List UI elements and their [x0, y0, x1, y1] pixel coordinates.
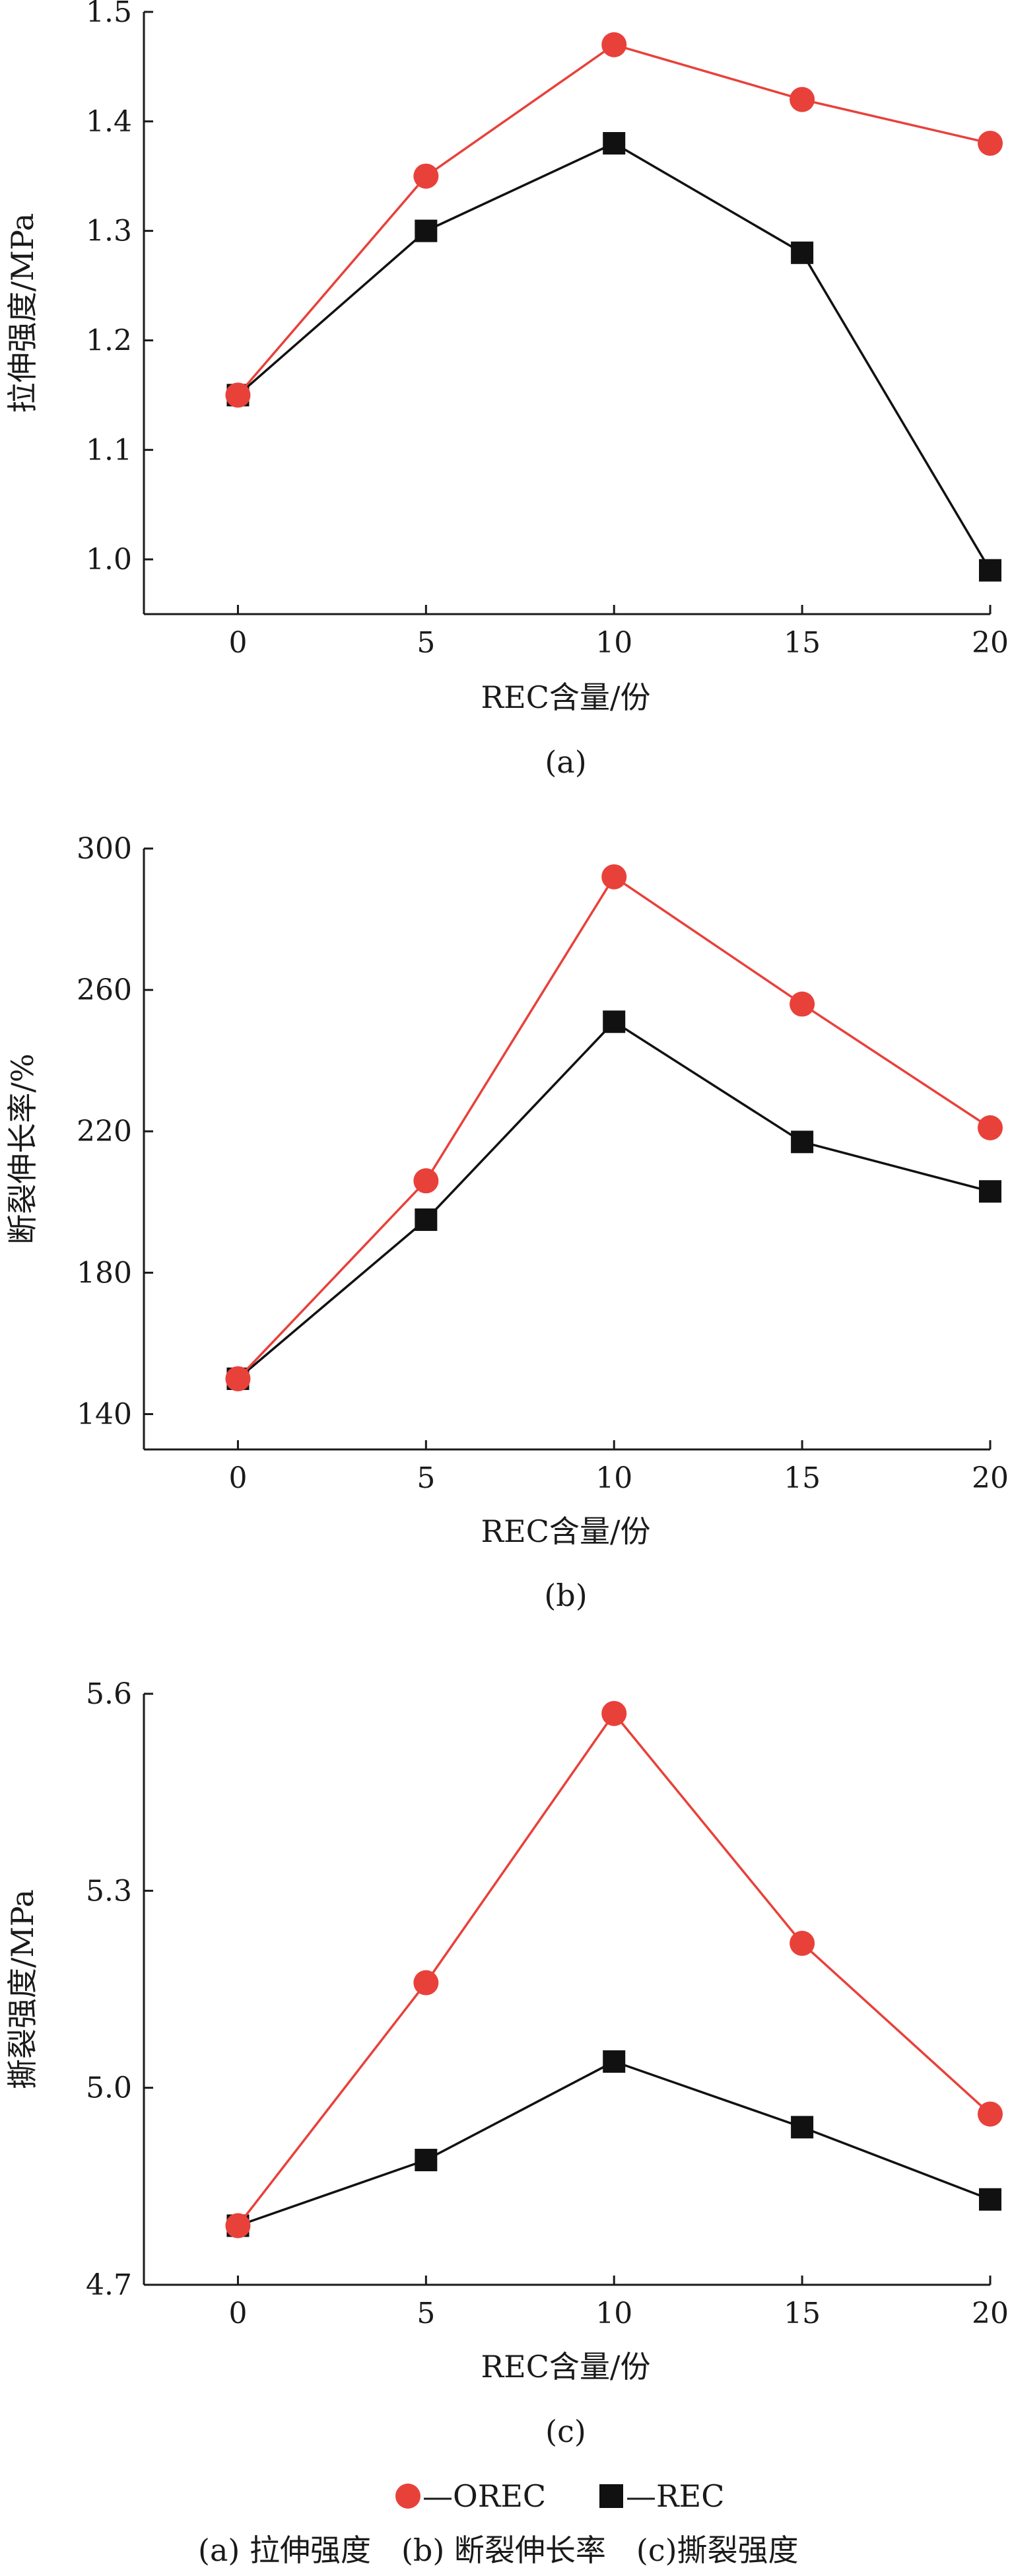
- x-tick-label: 0: [228, 2297, 247, 2330]
- data-point-orec: [601, 864, 627, 889]
- chart-panel-1: 1.0 1.1 1.2 1.3 1.4 1.5 0 5 10 15 20 REC含量/份 拉伸强度/MP…: [5, 0, 1009, 780]
- y-tick-label: 260: [77, 973, 132, 1007]
- x-tick-label: 5: [417, 2297, 435, 2330]
- x-axis-label: REC含量/份: [481, 2349, 651, 2385]
- y-tick-label: 140: [77, 1397, 132, 1431]
- y-axis-label: 断裂伸长率/%: [5, 1053, 40, 1244]
- series-line-orec: [237, 875, 991, 1380]
- y-axis-label: 撕裂强度/MPa: [5, 1889, 40, 2089]
- legend-rec-label: —REC: [626, 2478, 724, 2514]
- x-tick-label: 15: [784, 626, 821, 660]
- x-tick-label: 0: [228, 1461, 247, 1495]
- y-tick-label: 4.7: [86, 2268, 132, 2302]
- data-point-orec: [790, 87, 815, 112]
- data-point-orec: [413, 1970, 439, 1996]
- x-tick-label: 5: [417, 1461, 435, 1495]
- x-axis-label: REC含量/份: [481, 679, 651, 715]
- data-point-orec: [601, 32, 627, 57]
- figure-caption: (a) 拉伸强度 (b) 断裂伸长率 (c)撕裂强度: [198, 2532, 799, 2568]
- data-point-orec: [978, 1115, 1003, 1140]
- x-tick-label: 5: [417, 626, 435, 660]
- data-point-rec: [415, 219, 438, 242]
- data-point-orec: [225, 1366, 251, 1391]
- y-tick-label: 1.2: [86, 324, 132, 357]
- y-tick-label: 1.3: [86, 215, 132, 248]
- series-line-orec: [237, 43, 991, 396]
- data-point-orec: [225, 382, 251, 408]
- data-point-orec: [978, 2101, 1003, 2127]
- series-line-rec: [237, 2060, 991, 2227]
- x-tick-label: 15: [784, 1461, 821, 1495]
- x-tick-label: 10: [595, 626, 632, 660]
- chart-panels: 1.0 1.1 1.2 1.3 1.4 1.5 0 5 10 15 20 REC含量/份 拉伸强度/MP…: [5, 0, 1009, 2449]
- series-line-orec: [237, 1711, 992, 2227]
- data-point-rec: [791, 2116, 814, 2139]
- y-tick-label: 1.1: [86, 433, 132, 467]
- series-line-rec: [237, 1020, 991, 1380]
- x-tick-label: 20: [972, 626, 1009, 660]
- legend-orec-marker: [395, 2484, 421, 2509]
- y-tick-label: 5.0: [86, 2071, 132, 2105]
- x-tick-label: 20: [972, 1461, 1009, 1495]
- x-tick-label: 20: [972, 2297, 1009, 2330]
- chart-panel-2: 140 180 220 260 300 0 5 10 15 20 REC含量/份 断裂伸长率/% (b): [5, 832, 1009, 1613]
- data-point-rec: [603, 2050, 626, 2073]
- data-point-orec: [978, 130, 1003, 156]
- x-tick-label: 10: [595, 2297, 632, 2330]
- legend-rec-marker: [599, 2484, 623, 2508]
- panel-label: (c): [545, 2414, 586, 2449]
- x-tick-label: 0: [228, 626, 247, 660]
- y-tick-label: 5.6: [86, 1677, 132, 1711]
- data-point-rec: [979, 1180, 1001, 1203]
- x-tick-label: 10: [595, 1461, 632, 1495]
- data-point-rec: [603, 1010, 626, 1033]
- data-point-orec: [413, 1168, 439, 1194]
- y-tick-label: 220: [77, 1115, 132, 1148]
- data-point-orec: [225, 2213, 251, 2239]
- panel-label: (a): [545, 744, 586, 780]
- legend: —OREC —REC: [395, 2478, 724, 2514]
- data-point-rec: [979, 2188, 1001, 2211]
- data-point-rec: [415, 1208, 438, 1232]
- y-axis-label: 拉伸强度/MPa: [5, 213, 40, 413]
- data-point-orec: [790, 991, 815, 1017]
- y-tick-label: 300: [77, 832, 132, 866]
- y-tick-label: 1.5: [86, 0, 132, 29]
- y-tick-label: 5.3: [86, 1874, 132, 1908]
- legend-orec-label: —OREC: [422, 2478, 546, 2514]
- data-point-rec: [791, 241, 814, 264]
- data-point-rec: [603, 131, 626, 155]
- series-line-rec: [237, 142, 992, 571]
- data-point-rec: [979, 559, 1001, 582]
- data-point-rec: [791, 1131, 814, 1154]
- chart-panel-3: 4.7 5.0 5.3 5.6 0 5 10 15 20 REC含量/份 撕裂强度/MPa (c): [5, 1677, 1009, 2449]
- x-axis-label: REC含量/份: [481, 1514, 651, 1549]
- y-tick-label: 1.4: [86, 105, 132, 139]
- data-point-rec: [415, 2149, 438, 2172]
- panel-label: (b): [544, 1578, 587, 1613]
- data-point-orec: [413, 163, 439, 189]
- y-tick-label: 1.0: [86, 543, 132, 576]
- data-point-orec: [601, 1700, 627, 1726]
- data-point-orec: [790, 1930, 815, 1956]
- y-tick-label: 180: [77, 1256, 132, 1290]
- x-tick-label: 15: [784, 2297, 821, 2330]
